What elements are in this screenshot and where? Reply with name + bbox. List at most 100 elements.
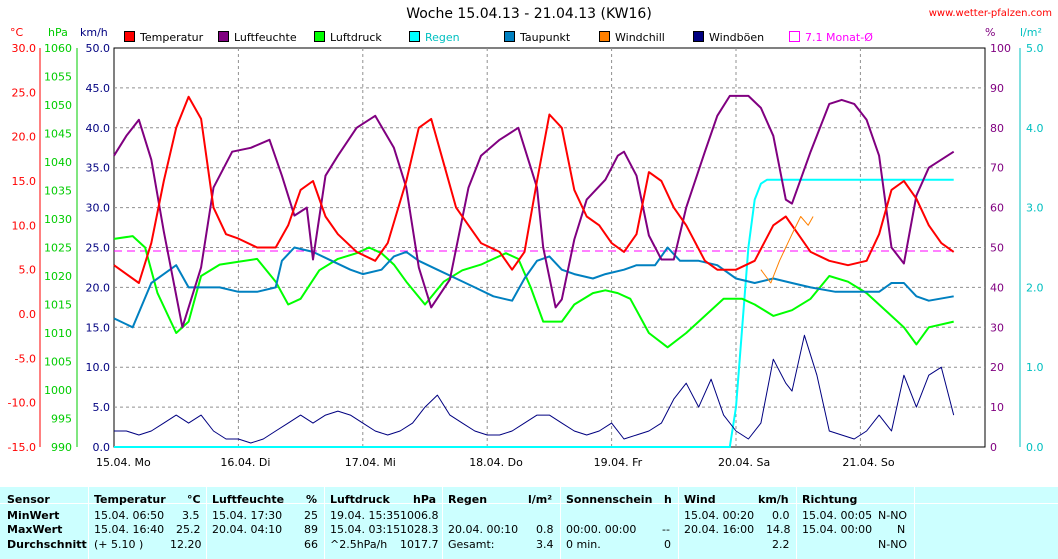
rain-tick-label: 4.0	[1026, 122, 1044, 135]
direction-max-time: 15.04. 00:00	[802, 523, 873, 536]
pressure-min: 1006.8	[400, 509, 439, 522]
humidity-tick-label: 90	[990, 82, 1004, 95]
humidity-unit-label: %	[985, 26, 996, 39]
legend-item-regen: Regen	[409, 31, 460, 44]
humidity-tick-label: 100	[990, 42, 1011, 55]
wind-tick-label: 0.0	[93, 441, 111, 454]
pressure-unit: hPa	[413, 493, 437, 506]
legend-item-windboeen: Windböen	[693, 31, 764, 44]
pressure-tick-label: 1005	[44, 356, 72, 369]
rain-tick-label: 5.0	[1026, 42, 1044, 55]
legend-label: Windchill	[615, 31, 665, 44]
series-line-windb-en	[114, 334, 955, 444]
column-divider	[678, 487, 679, 559]
legend-label: Regen	[425, 31, 460, 44]
temp-tick-label: -15.0	[8, 441, 36, 454]
x-tick-label: 15.04. Mo	[96, 456, 151, 469]
wind-tick-label: 20.0	[86, 281, 111, 294]
column-divider	[324, 487, 325, 559]
pressure-header: Luftdruck	[330, 493, 390, 506]
legend-label: 7.1 Monat-Ø	[805, 31, 873, 44]
pressure-unit-label: hPa	[48, 26, 68, 39]
temp-max: 25.2	[176, 523, 201, 536]
pressure-tick-label: 1030	[44, 213, 72, 226]
humidity-tick-label: 0	[990, 441, 997, 454]
x-tick-label: 21.04. So	[842, 456, 894, 469]
temp-min: 3.5	[182, 509, 200, 522]
pressure-avg: 1017.7	[400, 538, 439, 551]
temp-min-time: 15.04. 06:50	[94, 509, 165, 522]
humidity-max: 89	[304, 523, 318, 536]
column-divider	[442, 487, 443, 559]
pressure-tick-label: 990	[51, 441, 72, 454]
wind-max-time: 20.04. 16:00	[684, 523, 755, 536]
table-row-divider	[0, 503, 1058, 504]
row-label-avg: Durchschnitt	[7, 538, 87, 551]
wind-max: 14.8	[766, 523, 791, 536]
legend-label: Windböen	[709, 31, 765, 44]
wind-tick-label: 10.0	[86, 361, 111, 374]
wind-tick-label: 30.0	[86, 202, 111, 215]
website-link[interactable]: www.wetter-pfalzen.com	[928, 8, 1052, 19]
rain-tick-label: 2.0	[1026, 281, 1044, 294]
column-divider	[560, 487, 561, 559]
series-line-luftfeuchte	[113, 94, 955, 329]
pressure-tick-label: 1060	[44, 42, 72, 55]
x-tick-label: 18.04. Do	[469, 456, 523, 469]
wind-tick-label: 45.0	[86, 82, 111, 95]
legend-item-windchill: Windchill	[599, 31, 665, 44]
legend-label: Luftfeuchte	[234, 31, 297, 44]
humidity-tick-label: 50	[990, 242, 1004, 255]
legend-item-luftdruck: Luftdruck	[314, 31, 382, 44]
wind-tick-label: 25.0	[86, 242, 111, 255]
rain-unit: l/m²	[528, 493, 553, 506]
column-divider	[206, 487, 207, 559]
series-line-temperatur	[113, 95, 955, 284]
humidity-tick-label: 10	[990, 401, 1004, 414]
temp-header: Temperatur	[94, 493, 166, 506]
rain-total-label: Gesamt:	[448, 538, 495, 551]
sunshine-max: --	[662, 523, 670, 536]
wind-tick-label: 40.0	[86, 122, 111, 135]
wind-tick-label: 50.0	[86, 42, 111, 55]
rain-tick-label: 3.0	[1026, 202, 1044, 215]
legend-item-taupunkt: Taupunkt	[504, 31, 570, 44]
wind-unit-label: km/h	[80, 26, 108, 39]
humidity-min-time: 15.04. 17:30	[212, 509, 283, 522]
legend-item-luftfeuchte: Luftfeuchte	[218, 31, 297, 44]
humidity-tick-label: 60	[990, 202, 1004, 215]
legend-swatch	[599, 31, 610, 42]
temp-tick-label: -5.0	[15, 352, 36, 365]
x-tick-label: 17.04. Mi	[345, 456, 396, 469]
rain-max: 0.8	[536, 523, 554, 536]
pressure-tick-label: 1050	[44, 99, 72, 112]
pressure-tick-label: 1010	[44, 327, 72, 340]
row-label-max: MaxWert	[7, 523, 63, 536]
sunshine-header: Sonnenschein	[566, 493, 653, 506]
wind-tick-label: 35.0	[86, 162, 111, 175]
legend-swatch	[504, 31, 515, 42]
pressure-tick-label: 1025	[44, 242, 72, 255]
temp-unit: °C	[187, 493, 201, 506]
series-line-luftdruck	[113, 235, 954, 349]
humidity-max-time: 20.04. 04:10	[212, 523, 283, 536]
legend-item-temperatur: Temperatur	[124, 31, 203, 44]
humidity-unit: %	[306, 493, 318, 506]
direction-min: N-NO	[878, 509, 908, 522]
column-divider	[796, 487, 797, 559]
pressure-max-time: 15.04. 03:15	[330, 523, 401, 536]
humidity-tick-label: 30	[990, 321, 1004, 334]
rain-tick-label: 1.0	[1026, 361, 1044, 374]
sunshine-max-time: 00:00. 00:00	[566, 523, 637, 536]
temp-unit-label: °C	[10, 26, 24, 39]
humidity-avg: 66	[304, 538, 318, 551]
pressure-tick-label: 1055	[44, 71, 72, 84]
legend-label: Luftdruck	[330, 31, 382, 44]
humidity-tick-label: 70	[990, 162, 1004, 175]
series-line-taupunkt	[113, 246, 954, 329]
legend-swatch	[409, 31, 420, 42]
rain-tick-label: 0.0	[1026, 441, 1044, 454]
rain-header: Regen	[448, 493, 488, 506]
humidity-tick-label: 80	[990, 122, 1004, 135]
legend-swatch	[218, 31, 229, 42]
